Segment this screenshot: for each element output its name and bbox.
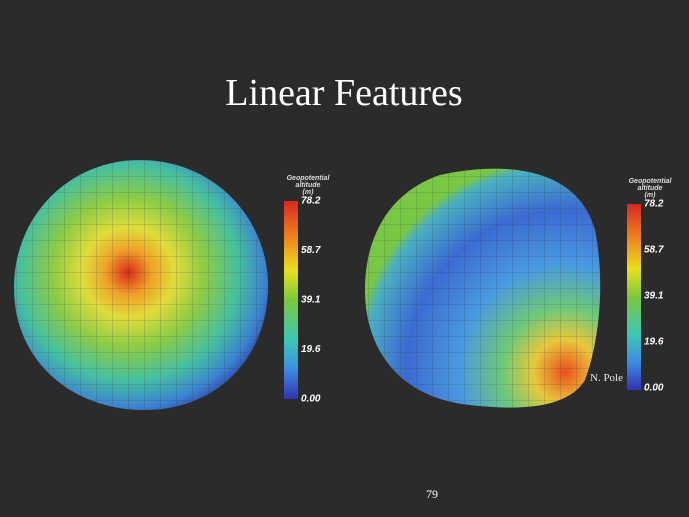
colorbar-tick-label: 78.2 bbox=[644, 199, 664, 210]
colorbar-tick-label: 39.1 bbox=[301, 295, 321, 306]
page-number: 79 bbox=[426, 487, 438, 501]
colorbar-label: Geopotential bbox=[287, 175, 331, 182]
colorbar-tick-label: 58.7 bbox=[644, 245, 664, 256]
slide-title: Linear Features bbox=[225, 72, 462, 114]
annotation: N. Pole bbox=[590, 372, 623, 384]
colorbar-label: altitude bbox=[296, 182, 321, 189]
colorbar-tick-label: 78.2 bbox=[301, 196, 321, 207]
colorbar-label: altitude bbox=[638, 185, 663, 192]
colorbar-tick-label: 0.00 bbox=[301, 394, 321, 405]
colorbar-tick-label: 0.00 bbox=[644, 383, 664, 394]
colorbar bbox=[627, 204, 641, 390]
colorbar-label: Geopotential bbox=[629, 178, 673, 185]
colorbar bbox=[284, 201, 298, 399]
mesh bbox=[14, 160, 269, 411]
mesh bbox=[365, 168, 601, 408]
colorbar-label: (m) bbox=[303, 189, 315, 196]
colorbar-tick-label: 19.6 bbox=[644, 337, 664, 348]
colorbar-tick-label: 58.7 bbox=[301, 245, 321, 256]
colorbar-label: (m) bbox=[645, 192, 657, 199]
colorbar-tick-label: 19.6 bbox=[301, 344, 321, 355]
colorbar-tick-label: 39.1 bbox=[644, 291, 664, 302]
